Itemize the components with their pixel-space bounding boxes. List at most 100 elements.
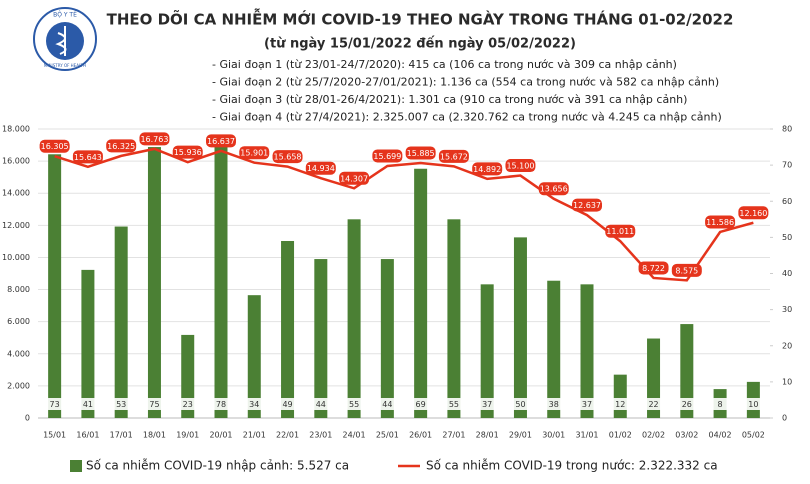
- y2-tick-label: 80: [782, 125, 792, 134]
- chart-subtitle: (từ ngày 15/01/2022 đến ngày 05/02/2022): [264, 37, 576, 52]
- bar-label: 44: [316, 400, 326, 409]
- x-tick-label: 30/01: [542, 431, 565, 440]
- y2-tick-label: 30: [782, 305, 792, 314]
- bar-label-box: [645, 398, 662, 410]
- x-tick-label: 21/01: [243, 431, 266, 440]
- logo-top: BỘ Y TẾ: [53, 11, 77, 19]
- y2-tick-label: 0: [782, 414, 787, 423]
- bar: [480, 284, 494, 418]
- y2-tick-label: 60: [782, 197, 792, 206]
- line-label: 15.936: [174, 148, 202, 157]
- x-tick-label: 31/01: [575, 431, 598, 440]
- line-label-box: [705, 215, 736, 229]
- x-tick-label: 23/01: [309, 431, 332, 440]
- bar-label: 69: [416, 400, 426, 409]
- bar-label: 53: [116, 400, 126, 409]
- bar-label-box: [712, 398, 729, 410]
- line-label-box: [372, 149, 403, 163]
- x-tick-label: 27/01: [442, 431, 465, 440]
- bar-label-box: [146, 398, 163, 410]
- line-label-box: [206, 134, 236, 148]
- line-label-box: [438, 149, 469, 163]
- y-tick-label: 4.000: [7, 349, 30, 358]
- line-label: 12.160: [739, 209, 767, 218]
- line-label-box: [239, 146, 270, 160]
- line-label-box: [472, 162, 503, 176]
- y-tick-label: 10.000: [2, 253, 30, 262]
- line-label: 8.575: [675, 266, 698, 275]
- bar-label: 34: [249, 400, 259, 409]
- bar-label: 49: [282, 400, 292, 409]
- line-label-box: [39, 139, 70, 153]
- bar-label: 55: [349, 400, 359, 409]
- bar-label-box: [512, 398, 529, 410]
- line-label: 14.307: [340, 174, 368, 183]
- bar-label-box: [213, 398, 229, 410]
- y-tick-label: 18.000: [2, 125, 30, 134]
- bar-label-box: [279, 398, 296, 410]
- bar-label-box: [545, 398, 562, 410]
- bar: [613, 374, 627, 418]
- bar-label: 12: [615, 400, 625, 409]
- chart-title: THEO DÕI CA NHIỄM MỚI COVID-19 THEO NGÀY…: [107, 8, 734, 29]
- note: - Giai đoạn 4 (từ 27/4/2021): 2.325.007 …: [212, 111, 722, 124]
- x-tick-label: 19/01: [176, 431, 199, 440]
- bar-label-box: [79, 398, 96, 410]
- bar: [347, 219, 361, 418]
- x-tick-label: 05/02: [742, 431, 765, 440]
- x-tick-label: 03/02: [675, 431, 698, 440]
- y-tick-label: 12.000: [2, 221, 30, 230]
- bar: [414, 168, 428, 418]
- line-label-box: [106, 139, 137, 153]
- note: - Giai đoạn 2 (từ 25/7/2020-27/01/2021):…: [212, 76, 719, 89]
- bar: [147, 147, 161, 418]
- logo-bottom: MINISTRY OF HEALTH: [44, 63, 86, 68]
- line-label-box: [572, 198, 602, 212]
- bar-label-box: [678, 398, 695, 410]
- bar-label-box: [445, 398, 462, 410]
- x-tick-label: 15/01: [43, 431, 66, 440]
- x-tick-label: 16/01: [76, 431, 99, 440]
- bar: [380, 259, 394, 418]
- line-label-box: [72, 150, 103, 164]
- line-label-box: [605, 224, 636, 238]
- line-label-box: [172, 145, 203, 159]
- line-label-box: [272, 150, 303, 164]
- y-tick-label: 2.000: [7, 381, 30, 390]
- line-label: 15.100: [506, 162, 534, 171]
- bar: [580, 284, 594, 418]
- y2-tick-label: 50: [782, 233, 792, 242]
- line-label-box: [671, 263, 702, 277]
- line: [54, 147, 754, 282]
- bar-label-box: [179, 398, 196, 410]
- bar-label: 26: [682, 400, 692, 409]
- x-tick-label: 20/01: [209, 431, 232, 440]
- line-label: 16.637: [207, 137, 235, 146]
- y2-tick-label: 10: [782, 377, 792, 386]
- line-label-box: [738, 206, 769, 220]
- bar-label-box: [113, 398, 130, 410]
- line-label: 15.699: [373, 152, 401, 161]
- bar-label-box: [46, 398, 63, 410]
- y-tick-label: 16.000: [2, 157, 30, 166]
- line-label-box: [339, 171, 370, 185]
- bar-label: 55: [449, 400, 459, 409]
- bar: [314, 259, 328, 418]
- note: - Giai đoạn 1 (từ 23/01-24/7/2020): 415 …: [212, 58, 677, 71]
- line-label: 15.901: [240, 149, 268, 158]
- bar-label-box: [612, 398, 629, 410]
- note: - Giai đoạn 3 (từ 28/01-26/4/2021): 1.30…: [212, 93, 687, 106]
- line-label-box: [505, 159, 536, 173]
- line-label-box: [405, 146, 436, 160]
- logo: BỘ Y TẾ MINISTRY OF HEALTH: [33, 7, 97, 71]
- line-label: 16.325: [107, 142, 135, 151]
- bar: [114, 226, 128, 418]
- y-tick-label: 0: [25, 414, 30, 423]
- x-tick-label: 22/01: [276, 431, 299, 440]
- bar-label: 38: [549, 400, 559, 409]
- x-tick-label: 24/01: [343, 431, 366, 440]
- bar-label-box: [346, 398, 363, 410]
- bar: [181, 334, 195, 418]
- x-tick-label: 29/01: [509, 431, 532, 440]
